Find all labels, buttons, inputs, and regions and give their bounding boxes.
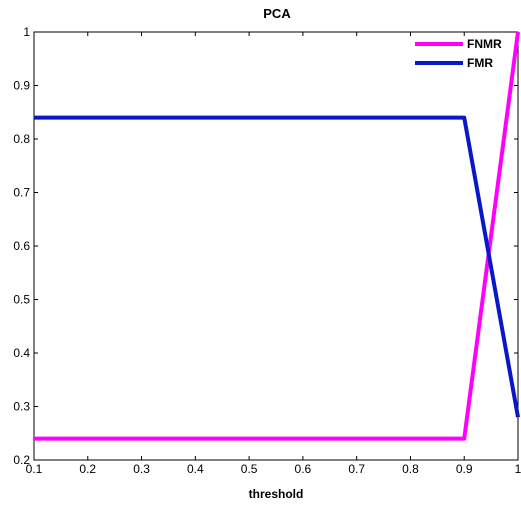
y-tick-label: 0.6 <box>13 239 30 253</box>
x-axis-label: threshold <box>249 487 304 501</box>
y-tick-label: 1 <box>23 25 30 39</box>
x-tick-label: 0.2 <box>79 462 96 476</box>
y-tick-label: 0.4 <box>13 346 30 360</box>
plot-area <box>33 31 519 461</box>
series-line-fnmr <box>34 31 520 441</box>
x-tick-label: 0.6 <box>295 462 312 476</box>
x-tick-label: 0.9 <box>456 462 473 476</box>
series-lines <box>34 31 520 441</box>
y-tick-label: 0.5 <box>13 293 30 307</box>
y-tick-label: 0.3 <box>13 400 30 414</box>
y-tick-label: 0.7 <box>13 186 30 200</box>
y-tick-label: 0.2 <box>13 453 30 467</box>
x-tick-label: 0.1 <box>26 462 43 476</box>
legend-label-fnmr: FNMR <box>467 37 502 51</box>
x-tick-label: 0.5 <box>241 462 258 476</box>
x-tick-label: 0.4 <box>187 462 204 476</box>
legend-label-fmr: FMR <box>467 56 493 70</box>
series-line-fmr <box>34 115 520 418</box>
legend: FNMR FMR <box>415 37 502 70</box>
y-tick-label: 0.8 <box>13 132 30 146</box>
x-tick-label: 1 <box>515 462 521 476</box>
chart-title: PCA <box>263 6 291 21</box>
x-tick-label: 0.8 <box>402 462 419 476</box>
axis-ticks: 0.1 0.2 0.3 0.4 0.5 0.6 0.7 0.8 0.9 10.20.30.40.5… <box>13 25 521 476</box>
x-tick-label: 0.3 <box>133 462 150 476</box>
x-tick-label: 0.7 <box>348 462 365 476</box>
y-tick-label: 0.9 <box>13 79 30 93</box>
